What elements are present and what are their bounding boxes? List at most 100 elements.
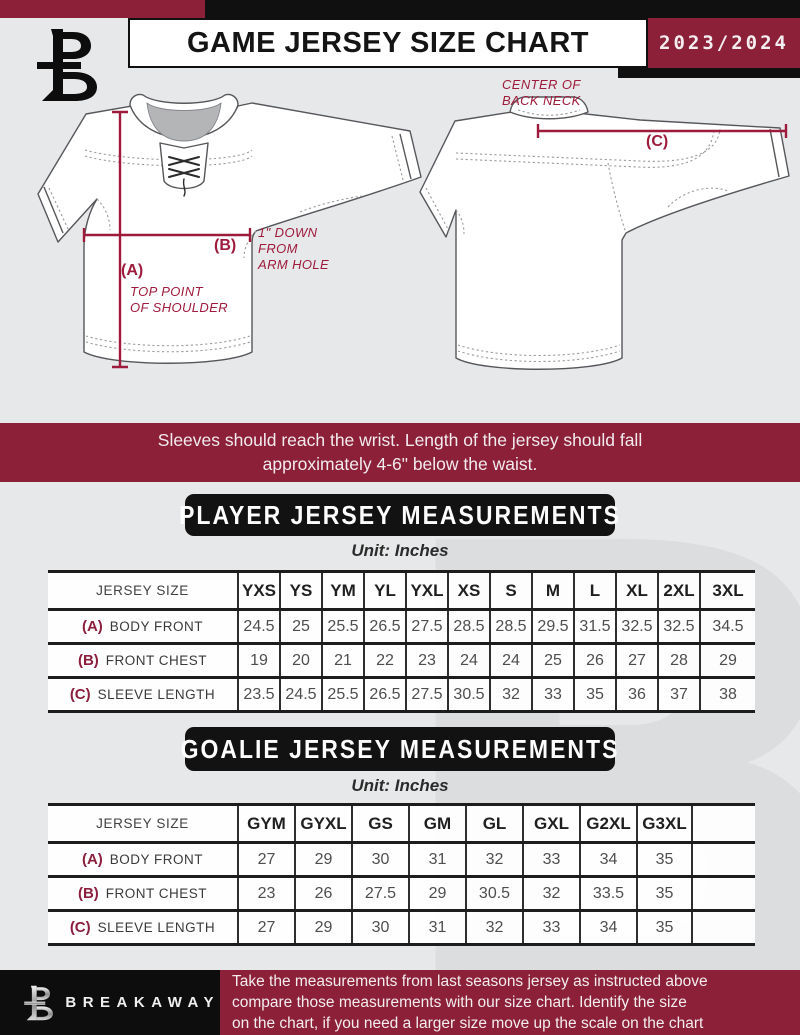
table-cell: 25 (531, 643, 574, 678)
empty-cell (691, 842, 755, 877)
table-cell: 24.5 (279, 677, 322, 712)
table-header-row: JERSEY SIZE YXS YS YM YL YXL XS S M L XL… (48, 571, 755, 610)
row-label: SLEEVE LENGTH (97, 686, 216, 702)
table-cell: 34 (579, 842, 637, 877)
table-cell: 32 (489, 677, 532, 712)
table-cell: 27 (237, 842, 295, 877)
row-label: SLEEVE LENGTH (97, 919, 216, 935)
measure-b-label: (B) (214, 237, 237, 254)
table-cell: 21 (321, 643, 364, 678)
player-section-header: PLAYER JERSEY MEASUREMENTS (179, 494, 619, 536)
table-cell: 33 (522, 842, 580, 877)
size-header: YXS (237, 571, 280, 610)
size-header: GM (408, 804, 466, 843)
table-cell: 29 (699, 643, 755, 678)
table-cell: 37 (657, 677, 700, 712)
size-header: XL (615, 571, 658, 610)
goalie-size-table: JERSEY SIZE GYM GYXL GS GM GL GXL G2XL G… (48, 803, 755, 946)
table-cell: 30.5 (447, 677, 490, 712)
table-cell: 22 (363, 643, 406, 678)
corner-header: JERSEY SIZE (96, 583, 189, 598)
fit-guidance-banner: Sleeves should reach the wrist. Length o… (0, 423, 800, 482)
table-cell: 30 (351, 842, 409, 877)
top-bar-black (205, 0, 800, 18)
table-cell: 25 (279, 609, 322, 644)
season-label: 2023/2024 (659, 32, 789, 54)
size-header: S (489, 571, 532, 610)
table-cell: 31.5 (573, 609, 616, 644)
footer-instructions: Take the measurements from last seasons … (220, 970, 800, 1035)
row-key: (C) (69, 918, 91, 936)
size-header: GYXL (294, 804, 352, 843)
goalie-section-header: GOALIE JERSEY MEASUREMENTS (181, 727, 617, 771)
table-row: (B) FRONT CHEST 19 20 21 22 23 24 24 25 2… (48, 643, 755, 678)
title-bar: GAME JERSEY SIZE CHART (128, 18, 648, 68)
table-cell: 38 (699, 677, 755, 712)
size-header: M (531, 571, 574, 610)
measure-a-label: (A) (121, 262, 144, 279)
banner-line-1: Sleeves should reach the wrist. Length o… (157, 430, 643, 450)
table-cell: 35 (573, 677, 616, 712)
table-row: (A) BODY FRONT 24.5 25 25.5 26.5 27.5 28.… (48, 609, 755, 644)
banner-line-2: approximately 4-6" below the waist. (262, 454, 538, 474)
table-cell: 23 (237, 876, 295, 911)
size-header: G3XL (636, 804, 692, 843)
table-cell: 28.5 (447, 609, 490, 644)
brand-name: BREAKAWAY (65, 994, 220, 1011)
table-cell: 34.5 (699, 609, 755, 644)
table-cell: 24.5 (237, 609, 280, 644)
size-header: XS (447, 571, 490, 610)
table-cell: 25.5 (321, 609, 364, 644)
top-bar-maroon (0, 0, 205, 18)
table-cell: 27 (237, 910, 295, 945)
table-cell: 26 (294, 876, 352, 911)
table-cell: 19 (237, 643, 280, 678)
table-row: (C) SLEEVE LENGTH 27 29 30 31 32 33 34 35 (48, 910, 755, 945)
goalie-section-title: GOALIE JERSEY MEASUREMENTS (180, 733, 620, 763)
row-key: (C) (69, 685, 91, 703)
season-badge: 2023/2024 (648, 18, 800, 68)
goalie-unit-label: Unit: Inches (351, 776, 449, 795)
size-header: GXL (522, 804, 580, 843)
size-header: YS (279, 571, 322, 610)
size-header: L (573, 571, 616, 610)
size-header: 2XL (657, 571, 700, 610)
footer-line-1: Take the measurements from last seasons … (232, 973, 708, 990)
table-cell: 29 (408, 876, 466, 911)
row-key: (A) (81, 617, 103, 635)
empty-header-cell (691, 804, 755, 843)
table-cell: 27 (615, 643, 658, 678)
table-cell: 29.5 (531, 609, 574, 644)
front-jersey-seams (48, 135, 404, 353)
table-cell: 29 (294, 842, 352, 877)
top-point-of-shoulder-note: TOP POINT OF SHOULDER (130, 284, 229, 315)
player-section-title: PLAYER JERSEY MEASUREMENTS (179, 499, 621, 529)
row-label: BODY FRONT (109, 618, 204, 634)
table-cell: 32 (522, 876, 580, 911)
size-header: 3XL (699, 571, 755, 610)
table-cell: 26.5 (363, 677, 406, 712)
front-jersey-illustration (37, 102, 422, 364)
row-label: BODY FRONT (109, 851, 204, 867)
size-header: YL (363, 571, 406, 610)
table-cell: 24 (489, 643, 532, 678)
table-cell: 32.5 (657, 609, 700, 644)
table-cell: 29 (294, 910, 352, 945)
table-cell: 27.5 (405, 677, 448, 712)
size-header: GYM (237, 804, 295, 843)
table-row: (A) BODY FRONT 27 29 30 31 32 33 34 35 (48, 842, 755, 877)
empty-cell (691, 910, 755, 945)
size-header: GS (351, 804, 409, 843)
size-header: YM (321, 571, 364, 610)
row-label: FRONT CHEST (105, 652, 208, 668)
footer-line-3: on the chart, if you need a larger size … (232, 1015, 704, 1032)
table-cell: 33 (531, 677, 574, 712)
corner-header: JERSEY SIZE (96, 816, 189, 831)
row-key: (A) (81, 850, 103, 868)
table-cell: 32 (465, 910, 523, 945)
back-jersey-seams (425, 109, 729, 362)
table-cell: 26 (573, 643, 616, 678)
table-cell: 28.5 (489, 609, 532, 644)
table-cell: 31 (408, 842, 466, 877)
